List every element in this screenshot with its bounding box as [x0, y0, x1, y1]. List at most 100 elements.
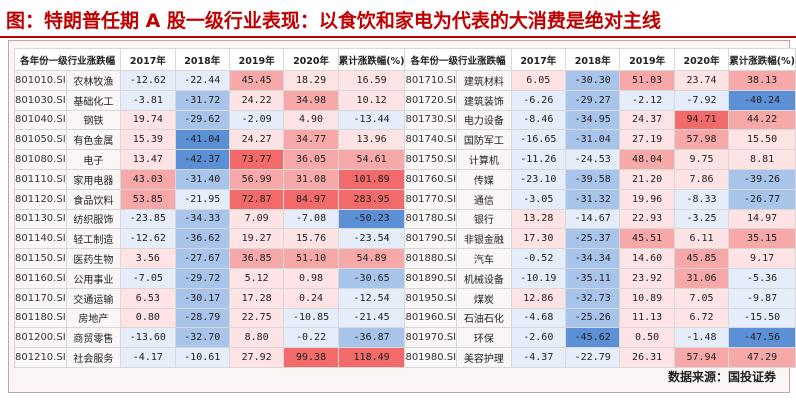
table-row: 801120.SI 食品饮料 53.85 -21.95 72.87 84.97 283.95… — [14, 188, 796, 210]
table-row: 801030.SI 基础化工 -3.81 -31.72 24.22 34.98 10.12 8… — [14, 89, 796, 111]
year-value-cell: 7.05 — [673, 287, 730, 309]
table-row: 801080.SI 电子 13.47 -42.37 73.77 36.05 54.61 801… — [14, 149, 796, 170]
header-right-industry: 各年份一级行业涨跌幅 — [404, 48, 512, 71]
year-value-cell: -11.26 — [510, 149, 567, 170]
industry-code: 801770.SI — [404, 188, 458, 210]
industry-name: 建筑材料 — [456, 70, 512, 91]
industry-code: 801740.SI — [404, 129, 458, 151]
cumulative-value-cell: -50.23 — [337, 208, 406, 230]
header-left-2018: 2018年 — [174, 48, 230, 71]
year-value-cell: -7.92 — [673, 89, 730, 111]
cumulative-value-cell: -39.26 — [728, 168, 796, 190]
year-value-cell: 14.60 — [619, 248, 675, 269]
cumulative-value-cell: 118.49 — [337, 347, 406, 368]
industry-name: 电子 — [65, 149, 122, 170]
year-value-cell: -31.32 — [564, 188, 621, 210]
year-value-cell: -45.62 — [564, 327, 621, 349]
industry-name: 家用电器 — [65, 168, 122, 190]
year-value-cell: 24.27 — [228, 129, 285, 151]
industry-code: 801950.SI — [404, 287, 458, 309]
industry-name: 机械设备 — [456, 267, 512, 289]
year-value-cell: 19.96 — [619, 188, 675, 210]
cumulative-value-cell: -40.24 — [728, 89, 796, 111]
year-value-cell: 51.10 — [283, 248, 339, 269]
title-underline — [0, 36, 796, 38]
year-value-cell: 27.92 — [228, 347, 285, 368]
cumulative-value-cell: -47.56 — [728, 327, 796, 349]
header-right-2017: 2017年 — [510, 48, 567, 71]
header-left-2020: 2020年 — [283, 48, 339, 71]
year-value-cell: 19.27 — [228, 228, 285, 250]
year-value-cell: -29.62 — [174, 109, 230, 131]
industry-name: 传媒 — [456, 168, 512, 190]
industry-code: 801210.SI — [14, 347, 67, 368]
header-right-2018: 2018年 — [564, 48, 621, 71]
industry-name: 商贸零售 — [65, 327, 122, 349]
year-value-cell: -4.17 — [120, 347, 176, 368]
year-value-cell: -41.04 — [174, 129, 230, 151]
table-row: 801200.SI 商贸零售 -13.60 -32.70 8.80 -0.22 -36.87… — [14, 327, 796, 349]
cumulative-value-cell: 54.61 — [337, 149, 406, 170]
table-header-row: 各年份一级行业涨跌幅 2017年 2018年 2019年 2020年 累计涨跌幅… — [13, 48, 796, 71]
industry-name: 煤炭 — [456, 287, 512, 309]
year-value-cell: -31.40 — [174, 168, 230, 190]
industry-code: 801170.SI — [14, 287, 67, 309]
year-value-cell: 15.76 — [283, 228, 339, 250]
cumulative-value-cell: 35.15 — [728, 228, 796, 250]
year-value-cell: 21.20 — [619, 168, 675, 190]
year-value-cell: 45.45 — [228, 70, 285, 91]
industry-name: 农林牧渔 — [65, 70, 122, 91]
year-value-cell: 0.50 — [619, 327, 675, 349]
industry-name: 银行 — [456, 208, 512, 230]
industry-name: 社会服务 — [65, 347, 122, 368]
industry-name: 通信 — [456, 188, 512, 210]
year-value-cell: 94.71 — [673, 109, 730, 131]
year-value-cell: -28.79 — [174, 307, 230, 329]
year-value-cell: -6.26 — [510, 89, 567, 111]
cumulative-value-cell: 38.13 — [728, 70, 796, 91]
cumulative-value-cell: -36.87 — [337, 327, 406, 349]
year-value-cell: 31.08 — [283, 168, 339, 190]
header-right-cumulative: 累计涨跌幅(%) — [728, 48, 796, 71]
year-value-cell: 26.31 — [619, 347, 675, 368]
cumulative-value-cell: -21.45 — [337, 307, 406, 329]
cumulative-value-cell: 283.95 — [337, 188, 406, 210]
table-row: 801180.SI 房地产 0.80 -28.79 22.75 -10.85 -21.45 8… — [14, 307, 796, 329]
year-value-cell: -24.53 — [564, 149, 621, 170]
year-value-cell: 6.53 — [120, 287, 176, 309]
year-value-cell: -10.85 — [283, 307, 339, 329]
industry-name: 房地产 — [65, 307, 122, 329]
year-value-cell: 27.19 — [619, 129, 675, 151]
industry-name: 食品饮料 — [65, 188, 122, 210]
year-value-cell: -12.62 — [120, 70, 176, 91]
year-value-cell: -34.33 — [174, 208, 230, 230]
cumulative-value-cell: 101.89 — [337, 168, 406, 190]
year-value-cell: -42.37 — [174, 149, 230, 170]
year-value-cell: -2.12 — [619, 89, 675, 111]
data-source: 数据来源：国投证券 — [667, 370, 776, 384]
year-value-cell: -22.79 — [564, 347, 621, 368]
year-value-cell: 73.77 — [228, 149, 285, 170]
industry-code: 801160.SI — [14, 267, 67, 289]
industry-name: 国防军工 — [456, 129, 512, 151]
cumulative-value-cell: 8.81 — [728, 149, 796, 170]
industry-name: 美容护理 — [456, 347, 512, 368]
year-value-cell: -8.46 — [510, 109, 567, 131]
industry-performance-table: 各年份一级行业涨跌幅 2017年 2018年 2019年 2020年 累计涨跌幅… — [13, 48, 796, 368]
industry-name: 建筑装饰 — [456, 89, 512, 111]
industry-name: 公用事业 — [65, 267, 122, 289]
year-value-cell: 45.85 — [673, 248, 730, 269]
cumulative-value-cell: -26.77 — [728, 188, 796, 210]
industry-code: 801890.SI — [404, 267, 458, 289]
year-value-cell: 5.12 — [228, 267, 285, 289]
table-row: 801010.SI 农林牧渔 -12.62 -22.44 45.45 18.29 16.59… — [14, 70, 796, 91]
header-left-2019: 2019年 — [228, 48, 285, 71]
title-bar: 图：特朗普任期 A 股一级行业表现：以食饮和家电为代表的大消费是绝对主线 — [0, 0, 796, 38]
year-value-cell: -4.68 — [510, 307, 567, 329]
year-value-cell: -34.34 — [564, 248, 621, 269]
cumulative-value-cell: 9.17 — [728, 248, 796, 269]
cumulative-value-cell: -13.44 — [337, 109, 406, 131]
year-value-cell: 23.92 — [619, 267, 675, 289]
year-value-cell: 7.86 — [673, 168, 730, 190]
industry-code: 801980.SI — [404, 347, 458, 368]
